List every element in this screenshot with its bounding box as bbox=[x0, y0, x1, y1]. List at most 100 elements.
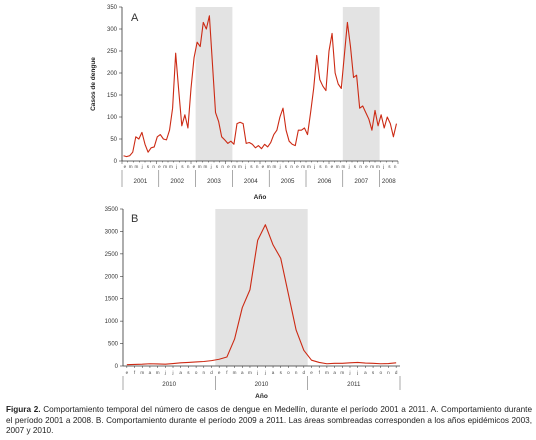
x-month-label: n bbox=[256, 164, 259, 169]
x-year-label: 2001 bbox=[134, 178, 148, 185]
x-axis-title: Año bbox=[254, 194, 267, 201]
x-month-label: m bbox=[267, 164, 271, 169]
x-month-label: n bbox=[221, 164, 224, 169]
y-tick-label: 200 bbox=[107, 71, 118, 77]
x-month-label: s bbox=[280, 370, 283, 375]
x-month-label: m bbox=[301, 164, 305, 169]
x-month-label: m bbox=[129, 164, 133, 169]
x-month-label: m bbox=[272, 164, 276, 169]
x-month-label: m bbox=[370, 164, 374, 169]
epidemic-shade bbox=[215, 209, 308, 366]
x-year-label: 2007 bbox=[354, 178, 368, 185]
x-month-label: m bbox=[140, 370, 144, 375]
x-month-label: n bbox=[295, 370, 298, 375]
x-month-label: a bbox=[149, 370, 152, 375]
x-month-label: n bbox=[394, 164, 397, 169]
x-month-label: s bbox=[319, 164, 322, 169]
x-month-label: j bbox=[382, 164, 384, 169]
x-month-label: e bbox=[124, 164, 127, 169]
x-month-label: f bbox=[226, 370, 228, 375]
panel-letter: B bbox=[131, 213, 138, 225]
y-tick-label: 1500 bbox=[105, 297, 119, 303]
x-month-label: e bbox=[262, 164, 265, 169]
x-month-label: s bbox=[187, 370, 190, 375]
x-year-label: 2006 bbox=[318, 178, 332, 185]
y-tick-label: 2000 bbox=[105, 274, 119, 280]
x-month-label: m bbox=[198, 164, 202, 169]
y-tick-label: 3000 bbox=[105, 229, 119, 235]
x-year-label: 2010 bbox=[162, 381, 176, 388]
x-month-label: n bbox=[290, 164, 293, 169]
y-tick-label: 150 bbox=[107, 93, 118, 99]
x-year-label: 2004 bbox=[244, 178, 258, 185]
x-month-label: m bbox=[233, 370, 237, 375]
y-tick-label: 0 bbox=[115, 364, 119, 370]
x-year-label: 2010 bbox=[255, 381, 269, 388]
x-month-label: n bbox=[187, 164, 190, 169]
x-month-label: e bbox=[193, 164, 196, 169]
x-month-label: e bbox=[365, 164, 368, 169]
x-month-label: o bbox=[379, 370, 382, 375]
x-month-label: s bbox=[372, 370, 375, 375]
x-month-label: a bbox=[179, 370, 182, 375]
x-month-label: a bbox=[272, 370, 275, 375]
x-month-label: e bbox=[158, 164, 161, 169]
x-month-label: m bbox=[203, 164, 207, 169]
y-tick-label: 1000 bbox=[105, 319, 119, 325]
x-month-label: j bbox=[141, 164, 143, 169]
x-month-label: s bbox=[216, 164, 219, 169]
y-tick-label: 0 bbox=[114, 159, 118, 165]
y-tick-label: 100 bbox=[107, 115, 118, 121]
x-month-label: j bbox=[244, 164, 246, 169]
x-month-label: e bbox=[296, 164, 299, 169]
x-month-label: a bbox=[333, 370, 336, 375]
x-month-label: m bbox=[336, 164, 340, 169]
x-month-label: j bbox=[210, 164, 212, 169]
x-month-label: a bbox=[241, 370, 244, 375]
x-year-label: 2005 bbox=[281, 178, 295, 185]
x-month-label: e bbox=[331, 164, 334, 169]
x-month-label: j bbox=[171, 370, 173, 375]
x-month-label: m bbox=[376, 164, 380, 169]
y-tick-label: 2500 bbox=[105, 252, 119, 258]
x-month-label: e bbox=[310, 370, 313, 375]
y-tick-label: 350 bbox=[107, 5, 118, 11]
x-year-label: 2003 bbox=[207, 178, 221, 185]
x-month-label: j bbox=[313, 164, 315, 169]
x-month-label: s bbox=[250, 164, 253, 169]
x-month-label: e bbox=[218, 370, 221, 375]
panel-letter: A bbox=[131, 12, 139, 24]
x-month-label: m bbox=[307, 164, 311, 169]
x-month-label: j bbox=[348, 164, 350, 169]
x-month-label: j bbox=[164, 370, 166, 375]
x-month-label: m bbox=[134, 164, 138, 169]
x-month-label: m bbox=[169, 164, 173, 169]
x-month-label: s bbox=[181, 164, 184, 169]
x-month-label: m bbox=[238, 164, 242, 169]
x-month-label: f bbox=[134, 370, 136, 375]
x-month-label: m bbox=[163, 164, 167, 169]
x-month-label: m bbox=[232, 164, 236, 169]
x-month-label: n bbox=[152, 164, 155, 169]
x-month-label: n bbox=[387, 370, 390, 375]
x-month-label: s bbox=[388, 164, 391, 169]
x-month-label: n bbox=[359, 164, 362, 169]
y-axis-title: Casos de dengue bbox=[90, 57, 97, 111]
x-month-label: s bbox=[285, 164, 288, 169]
figure-caption: Figura 2. Comportamiento temporal del nú… bbox=[6, 405, 532, 437]
x-month-label: s bbox=[147, 164, 150, 169]
x-month-label: o bbox=[287, 370, 290, 375]
x-month-label: o bbox=[195, 370, 198, 375]
x-month-label: d bbox=[395, 370, 398, 375]
x-month-label: m bbox=[325, 370, 329, 375]
x-month-label: n bbox=[325, 164, 328, 169]
y-tick-label: 250 bbox=[107, 49, 118, 55]
x-month-label: d bbox=[303, 370, 306, 375]
x-month-label: f bbox=[319, 370, 321, 375]
x-month-label: j bbox=[356, 370, 358, 375]
x-month-label: m bbox=[340, 370, 344, 375]
x-axis-title: Año bbox=[255, 393, 268, 400]
x-month-label: j bbox=[279, 164, 281, 169]
x-month-label: s bbox=[354, 164, 357, 169]
